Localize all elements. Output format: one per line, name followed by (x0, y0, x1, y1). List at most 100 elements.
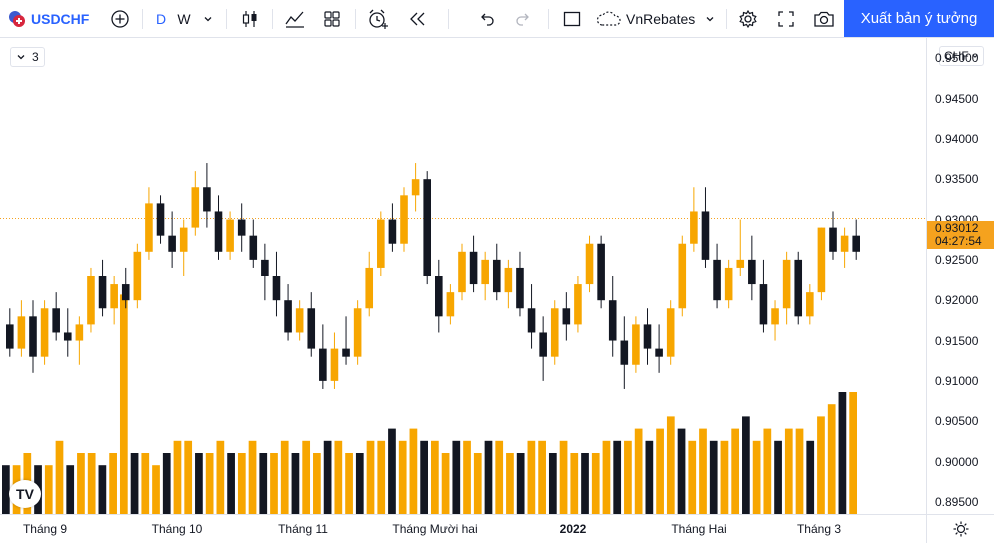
volume-bar (495, 440, 504, 514)
layout-template-dropdown[interactable]: VnRebates (596, 0, 720, 37)
bar-countdown: 04:27:54 (935, 234, 982, 248)
time-tick: Tháng 11 (278, 522, 328, 536)
volume-bar (634, 428, 643, 514)
candle (840, 227, 849, 268)
redo-icon (516, 13, 529, 26)
volume-bar (323, 440, 332, 514)
volume-bar (570, 453, 579, 514)
indicators-button[interactable] (281, 0, 309, 37)
chevron-down-icon (971, 54, 978, 58)
candle (794, 251, 803, 325)
volume-bar (420, 440, 428, 514)
volume-bar (677, 428, 686, 514)
candle (98, 259, 107, 317)
interval-week-button[interactable]: W (177, 10, 191, 27)
publish-idea-button[interactable]: Xuất bản ý tưởng (844, 0, 994, 37)
symbol-label: USDCHF (31, 10, 90, 27)
grid-icon (324, 10, 340, 27)
volume-bar (87, 453, 96, 514)
last-price-value: 0.93012 (935, 221, 979, 235)
volume-bar (559, 440, 568, 514)
time-tick: Tháng Hai (671, 522, 727, 536)
volume-bar (774, 440, 782, 514)
volume-bar (355, 453, 364, 514)
undo-icon (481, 13, 494, 26)
volume-bar (817, 416, 825, 514)
price-axis[interactable]: CHF 0.95000 0.94500 0.94000 0.93500 0.93000 0… (926, 38, 994, 514)
candle (6, 308, 14, 357)
candle (423, 171, 431, 285)
last-price-label: 0.93012 04:27:54 (927, 221, 994, 249)
volume-bar (280, 440, 289, 514)
settings-button[interactable] (734, 0, 762, 37)
cloud-icon (596, 10, 621, 26)
candlestick-chart (0, 163, 926, 514)
candle (365, 251, 374, 317)
volume-bar (173, 440, 182, 514)
candle (574, 276, 582, 333)
time-axis[interactable]: Tháng 9 Tháng 10 Tháng 11 Tháng Mười hai 202… (0, 514, 926, 543)
volume-bar (720, 440, 729, 514)
layout-button[interactable] (318, 0, 346, 37)
volume-bar (291, 453, 300, 514)
candle (539, 316, 547, 381)
candle (400, 187, 408, 252)
candle (261, 243, 269, 301)
currency-button[interactable]: CHF (939, 46, 984, 66)
redo-button[interactable] (509, 0, 537, 37)
candle (748, 235, 756, 301)
volume-bar (624, 440, 632, 514)
interval-dropdown-button[interactable] (200, 0, 216, 37)
compare-add-button[interactable] (106, 0, 134, 37)
volume-bar (77, 453, 85, 514)
candle (377, 211, 385, 276)
volume-bar (270, 453, 278, 514)
candle (516, 251, 524, 317)
volume-bar (388, 428, 396, 514)
candle (562, 292, 571, 341)
candle (17, 300, 26, 357)
volume-bar (216, 440, 225, 514)
interval-day-button[interactable]: D (155, 10, 167, 27)
volume-bar (742, 416, 750, 514)
currency-flag-icon (9, 10, 25, 27)
price-tick: 0.92500 (935, 252, 979, 267)
candle (481, 251, 489, 301)
indicator-collapse-button[interactable]: 3 (10, 47, 45, 67)
candle (307, 292, 316, 357)
rewind-icon (410, 12, 425, 25)
candle (319, 324, 327, 389)
volume-bar (259, 453, 268, 514)
volume-bar (377, 440, 386, 514)
volume-bar (119, 294, 128, 514)
volume-bar (152, 465, 160, 514)
volume-bar (484, 440, 493, 514)
candle (690, 187, 698, 252)
tradingview-logo[interactable]: TV (9, 480, 41, 508)
volume-bar (613, 440, 622, 514)
symbol-search[interactable]: USDCHF (8, 0, 98, 37)
fullscreen-select-button[interactable] (558, 0, 586, 37)
volume-bar (313, 453, 321, 514)
candle (458, 243, 466, 301)
candle (678, 235, 687, 317)
undo-button[interactable] (473, 0, 501, 37)
volume-bar (527, 440, 536, 514)
price-tick: 0.90500 (935, 414, 979, 429)
alert-button[interactable] (364, 0, 392, 37)
chevron-down-icon (17, 55, 25, 60)
time-tick: 2022 (559, 522, 587, 536)
candle (782, 251, 791, 325)
chart-settings-corner[interactable] (926, 514, 994, 543)
candle (411, 163, 420, 212)
snapshot-button[interactable] (810, 0, 838, 37)
candle (342, 316, 350, 365)
fullscreen-button[interactable] (772, 0, 800, 37)
chart-type-button[interactable] (236, 0, 264, 37)
candle (145, 187, 153, 260)
chevron-down-icon (706, 16, 714, 21)
candle (226, 211, 234, 260)
volume-bar (795, 428, 804, 514)
replay-button[interactable] (404, 0, 432, 37)
chart-pane[interactable] (0, 38, 926, 514)
